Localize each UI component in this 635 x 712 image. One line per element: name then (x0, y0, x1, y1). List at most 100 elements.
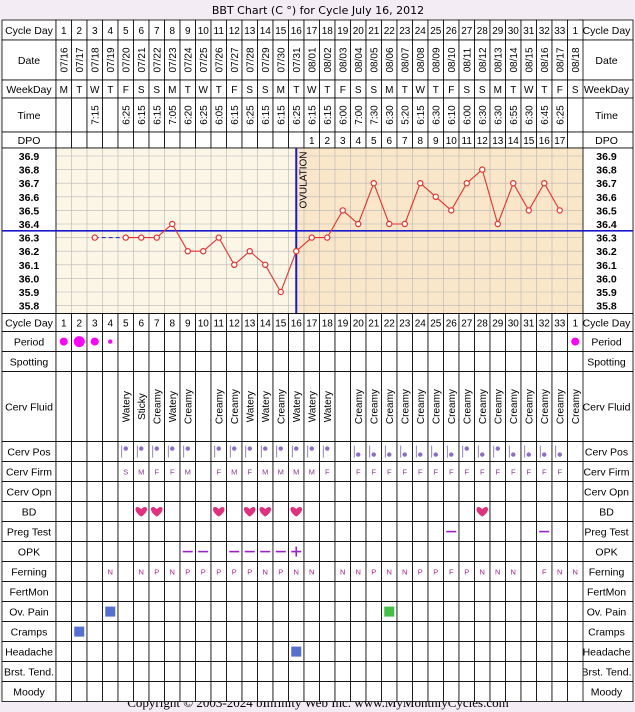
cervical-fluid-value: Creamy (493, 389, 504, 424)
row-bd-cell (164, 501, 181, 523)
cervix-position-dot (325, 446, 330, 451)
cervical-fluid-value: Creamy (230, 389, 241, 424)
row-headache-cell (458, 641, 475, 662)
row-opk-cell (474, 541, 491, 562)
row-ov-pain-cell (551, 601, 568, 622)
row-fertmon-cell (257, 581, 274, 602)
temperature-point (231, 261, 238, 268)
row-preg-test-label-right: Preg Test (584, 527, 628, 539)
dpo-value: 9 (433, 136, 439, 147)
row-moody-cell (365, 681, 382, 702)
row-moody-cell (86, 681, 103, 702)
cycle-day-row-top-number: 22 (384, 26, 396, 37)
date-value: 08/12 (478, 47, 489, 72)
time-row-cell (55, 97, 72, 133)
row-period-cell (365, 331, 382, 353)
row-preg-test-cell (164, 521, 181, 542)
row-period-cell (241, 331, 258, 353)
row-cerv-firm-cell (86, 461, 103, 483)
ferning-value: N (108, 568, 113, 577)
weekday-value: M (60, 85, 68, 96)
cervical-fluid-value: Creamy (276, 389, 287, 424)
row-spotting-cell (536, 351, 553, 373)
row-period-cell (520, 331, 537, 353)
ovulation-label: OVULATION (298, 151, 309, 208)
row-spotting-cell (288, 351, 305, 373)
row-spotting-cell (195, 351, 212, 373)
temperature-point (401, 220, 408, 228)
row-preg-test-cell (396, 521, 413, 542)
temperature-point (525, 207, 532, 214)
heart-icon (290, 507, 303, 517)
row-moody-cell (505, 681, 522, 702)
period-dot (108, 339, 113, 344)
time-value: 6:00 (338, 105, 349, 125)
row-opk-cell (210, 541, 227, 562)
cycle-day-row-top-number: 16 (291, 26, 303, 37)
row-cerv-opn-label: Cerv Opn (7, 487, 52, 499)
row-cerv-opn-cell (164, 481, 181, 503)
row-cramps-cell (55, 621, 72, 642)
temperature-point (184, 247, 191, 255)
time-value: 6:20 (183, 105, 194, 125)
ferning-value: P (216, 568, 221, 577)
ferning-value: F (542, 568, 547, 577)
row-period-cell (117, 331, 134, 353)
row-preg-test-cell (489, 521, 506, 542)
cycle-day-row-top-number: 21 (368, 26, 380, 37)
date-row-label-right: Date (595, 55, 617, 67)
weekday-row-label-right: WeekDay (584, 84, 630, 96)
time-value: 6:10 (447, 105, 458, 125)
weekday-value: S (153, 85, 160, 96)
row-cerv-opn-cell (567, 481, 584, 503)
row-headache-cell (55, 641, 72, 662)
row-brst-tend-cell (365, 661, 382, 682)
ferning-value: P (247, 568, 252, 577)
row-bd-cell (520, 501, 537, 523)
row-fertmon-label: FertMon (9, 587, 48, 599)
row-fertmon-cell (288, 581, 305, 602)
row-period-cell (350, 331, 367, 353)
row-cramps-cell (179, 621, 196, 642)
row-cerv-fluid-label: Cerv Fluid (5, 402, 53, 414)
temperature-point (510, 179, 517, 187)
row-spotting-cell (365, 351, 382, 373)
cycle-day-row-bottom-number: 19 (337, 319, 349, 330)
heart-icon (150, 507, 163, 517)
row-moody-cell (412, 681, 429, 702)
row-preg-test-cell (458, 521, 475, 542)
row-moody-label: Moody (13, 687, 45, 699)
row-fertmon-cell (195, 581, 212, 602)
row-ov-pain-cell (210, 601, 227, 622)
row-bd-cell (427, 501, 444, 523)
row-moody-cell (55, 681, 72, 702)
row-brst-tend-cell (505, 661, 522, 682)
cervix-firmness-value: F (557, 468, 562, 477)
cycle-day-row-top-number: 5 (123, 26, 129, 37)
row-moody-cell (210, 681, 227, 702)
cycle-day-row-top-number: 9 (185, 26, 191, 37)
ferning-value: N (294, 568, 299, 577)
cervical-fluid-value: Watery (307, 391, 318, 422)
row-cerv-opn-cell (86, 481, 103, 503)
cervical-fluid-value: Creamy (555, 389, 566, 424)
row-opk-cell (536, 541, 553, 562)
row-cerv-opn-cell (303, 481, 320, 503)
row-cerv-pos-cell (272, 441, 289, 463)
date-value: 08/06 (385, 47, 396, 72)
row-cerv-opn-cell (551, 481, 568, 503)
cycle-day-row-top-number: 30 (508, 26, 520, 37)
row-cerv-pos-cell (520, 441, 537, 463)
cervix-position-dot (433, 452, 438, 457)
weekday-value: T (433, 85, 439, 96)
row-ferning-cell (86, 561, 103, 582)
cycle-day-row-top-number: 2 (76, 26, 82, 37)
ferning-value: N (573, 568, 578, 577)
row-headache-cell (365, 641, 382, 662)
row-headache-cell (427, 641, 444, 662)
cycle-day-row-bottom-number: 7 (154, 319, 160, 330)
row-ov-pain-cell (567, 601, 584, 622)
row-brst-tend-cell (319, 661, 336, 682)
row-cerv-opn-cell (474, 481, 491, 503)
row-cerv-pos-cell (303, 441, 320, 463)
